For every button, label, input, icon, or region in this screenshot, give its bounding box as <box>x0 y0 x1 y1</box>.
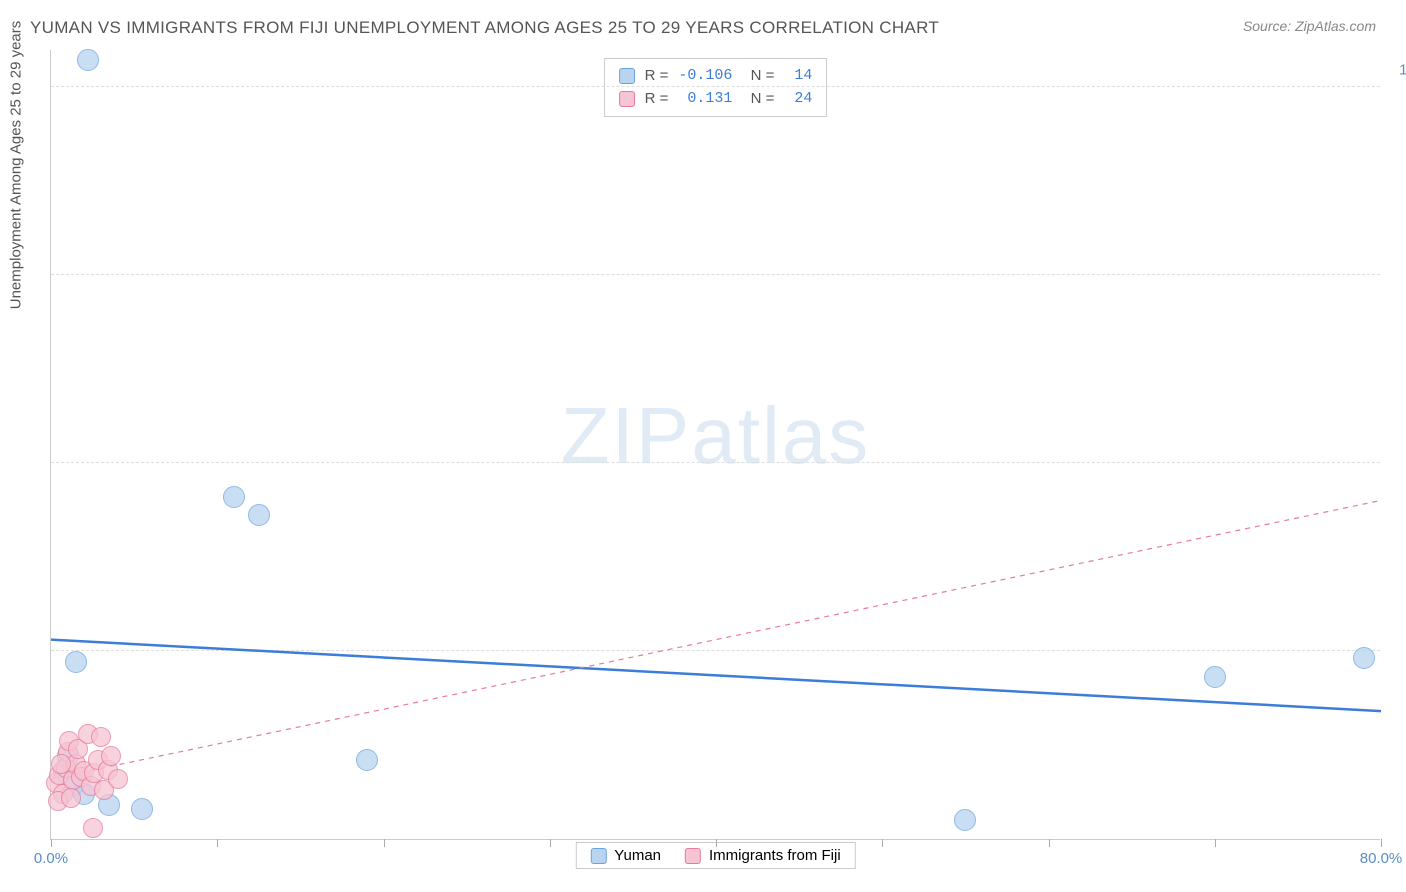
watermark: ZIPatlas <box>561 389 870 481</box>
y-axis-title: Unemployment Among Ages 25 to 29 years <box>8 20 25 309</box>
legend-swatch <box>619 68 635 84</box>
legend-n-value: 14 <box>784 65 812 88</box>
grid-line <box>51 274 1380 275</box>
trend-line <box>51 500 1381 778</box>
data-point <box>108 769 128 789</box>
data-point <box>51 754 71 774</box>
trend-overlay <box>51 49 1381 839</box>
x-tick <box>384 839 385 847</box>
legend-item: Immigrants from Fiji <box>685 847 841 864</box>
data-point <box>954 809 976 831</box>
x-tick <box>1215 839 1216 847</box>
legend-item: Yuman <box>590 847 661 864</box>
data-point <box>248 504 270 526</box>
legend-swatch <box>590 848 606 864</box>
x-tick <box>1381 839 1382 847</box>
x-tick <box>217 839 218 847</box>
chart-title: YUMAN VS IMMIGRANTS FROM FIJI UNEMPLOYME… <box>30 18 939 38</box>
chart-header: YUMAN VS IMMIGRANTS FROM FIJI UNEMPLOYME… <box>0 0 1406 48</box>
data-point <box>61 788 81 808</box>
data-point <box>91 727 111 747</box>
legend-r-label: R = <box>645 88 669 111</box>
data-point <box>65 651 87 673</box>
data-point <box>1204 666 1226 688</box>
x-tick <box>716 839 717 847</box>
legend-swatch <box>685 848 701 864</box>
x-tick-label: 0.0% <box>34 850 68 867</box>
data-point <box>101 746 121 766</box>
legend-n-value: 24 <box>784 88 812 111</box>
x-tick-label: 80.0% <box>1360 850 1403 867</box>
data-point <box>1353 647 1375 669</box>
data-point <box>356 749 378 771</box>
data-point <box>83 818 103 838</box>
grid-line <box>51 462 1380 463</box>
legend-label: Immigrants from Fiji <box>709 847 841 864</box>
legend-r-value: 0.131 <box>678 88 732 111</box>
x-tick <box>51 839 52 847</box>
y-tick-label: 100.0% <box>1399 61 1406 78</box>
legend-row: R = -0.106 N = 14 <box>619 65 813 88</box>
legend-r-value: -0.106 <box>678 65 732 88</box>
scatter-chart: ZIPatlas Unemployment Among Ages 25 to 2… <box>50 50 1380 840</box>
data-point <box>131 798 153 820</box>
legend-swatch <box>619 91 635 107</box>
correlation-legend: R = -0.106 N = 14 R = 0.131 N = 24 <box>604 58 828 117</box>
legend-r-label: R = <box>645 65 669 88</box>
legend-n-label: N = <box>742 65 774 88</box>
legend-n-label: N = <box>742 88 774 111</box>
source-attribution: Source: ZipAtlas.com <box>1243 18 1376 34</box>
legend-label: Yuman <box>614 847 661 864</box>
data-point <box>77 49 99 71</box>
legend-row: R = 0.131 N = 24 <box>619 88 813 111</box>
grid-line <box>51 86 1380 87</box>
x-tick <box>882 839 883 847</box>
x-tick <box>550 839 551 847</box>
data-point <box>223 486 245 508</box>
x-tick <box>1049 839 1050 847</box>
grid-line <box>51 650 1380 651</box>
